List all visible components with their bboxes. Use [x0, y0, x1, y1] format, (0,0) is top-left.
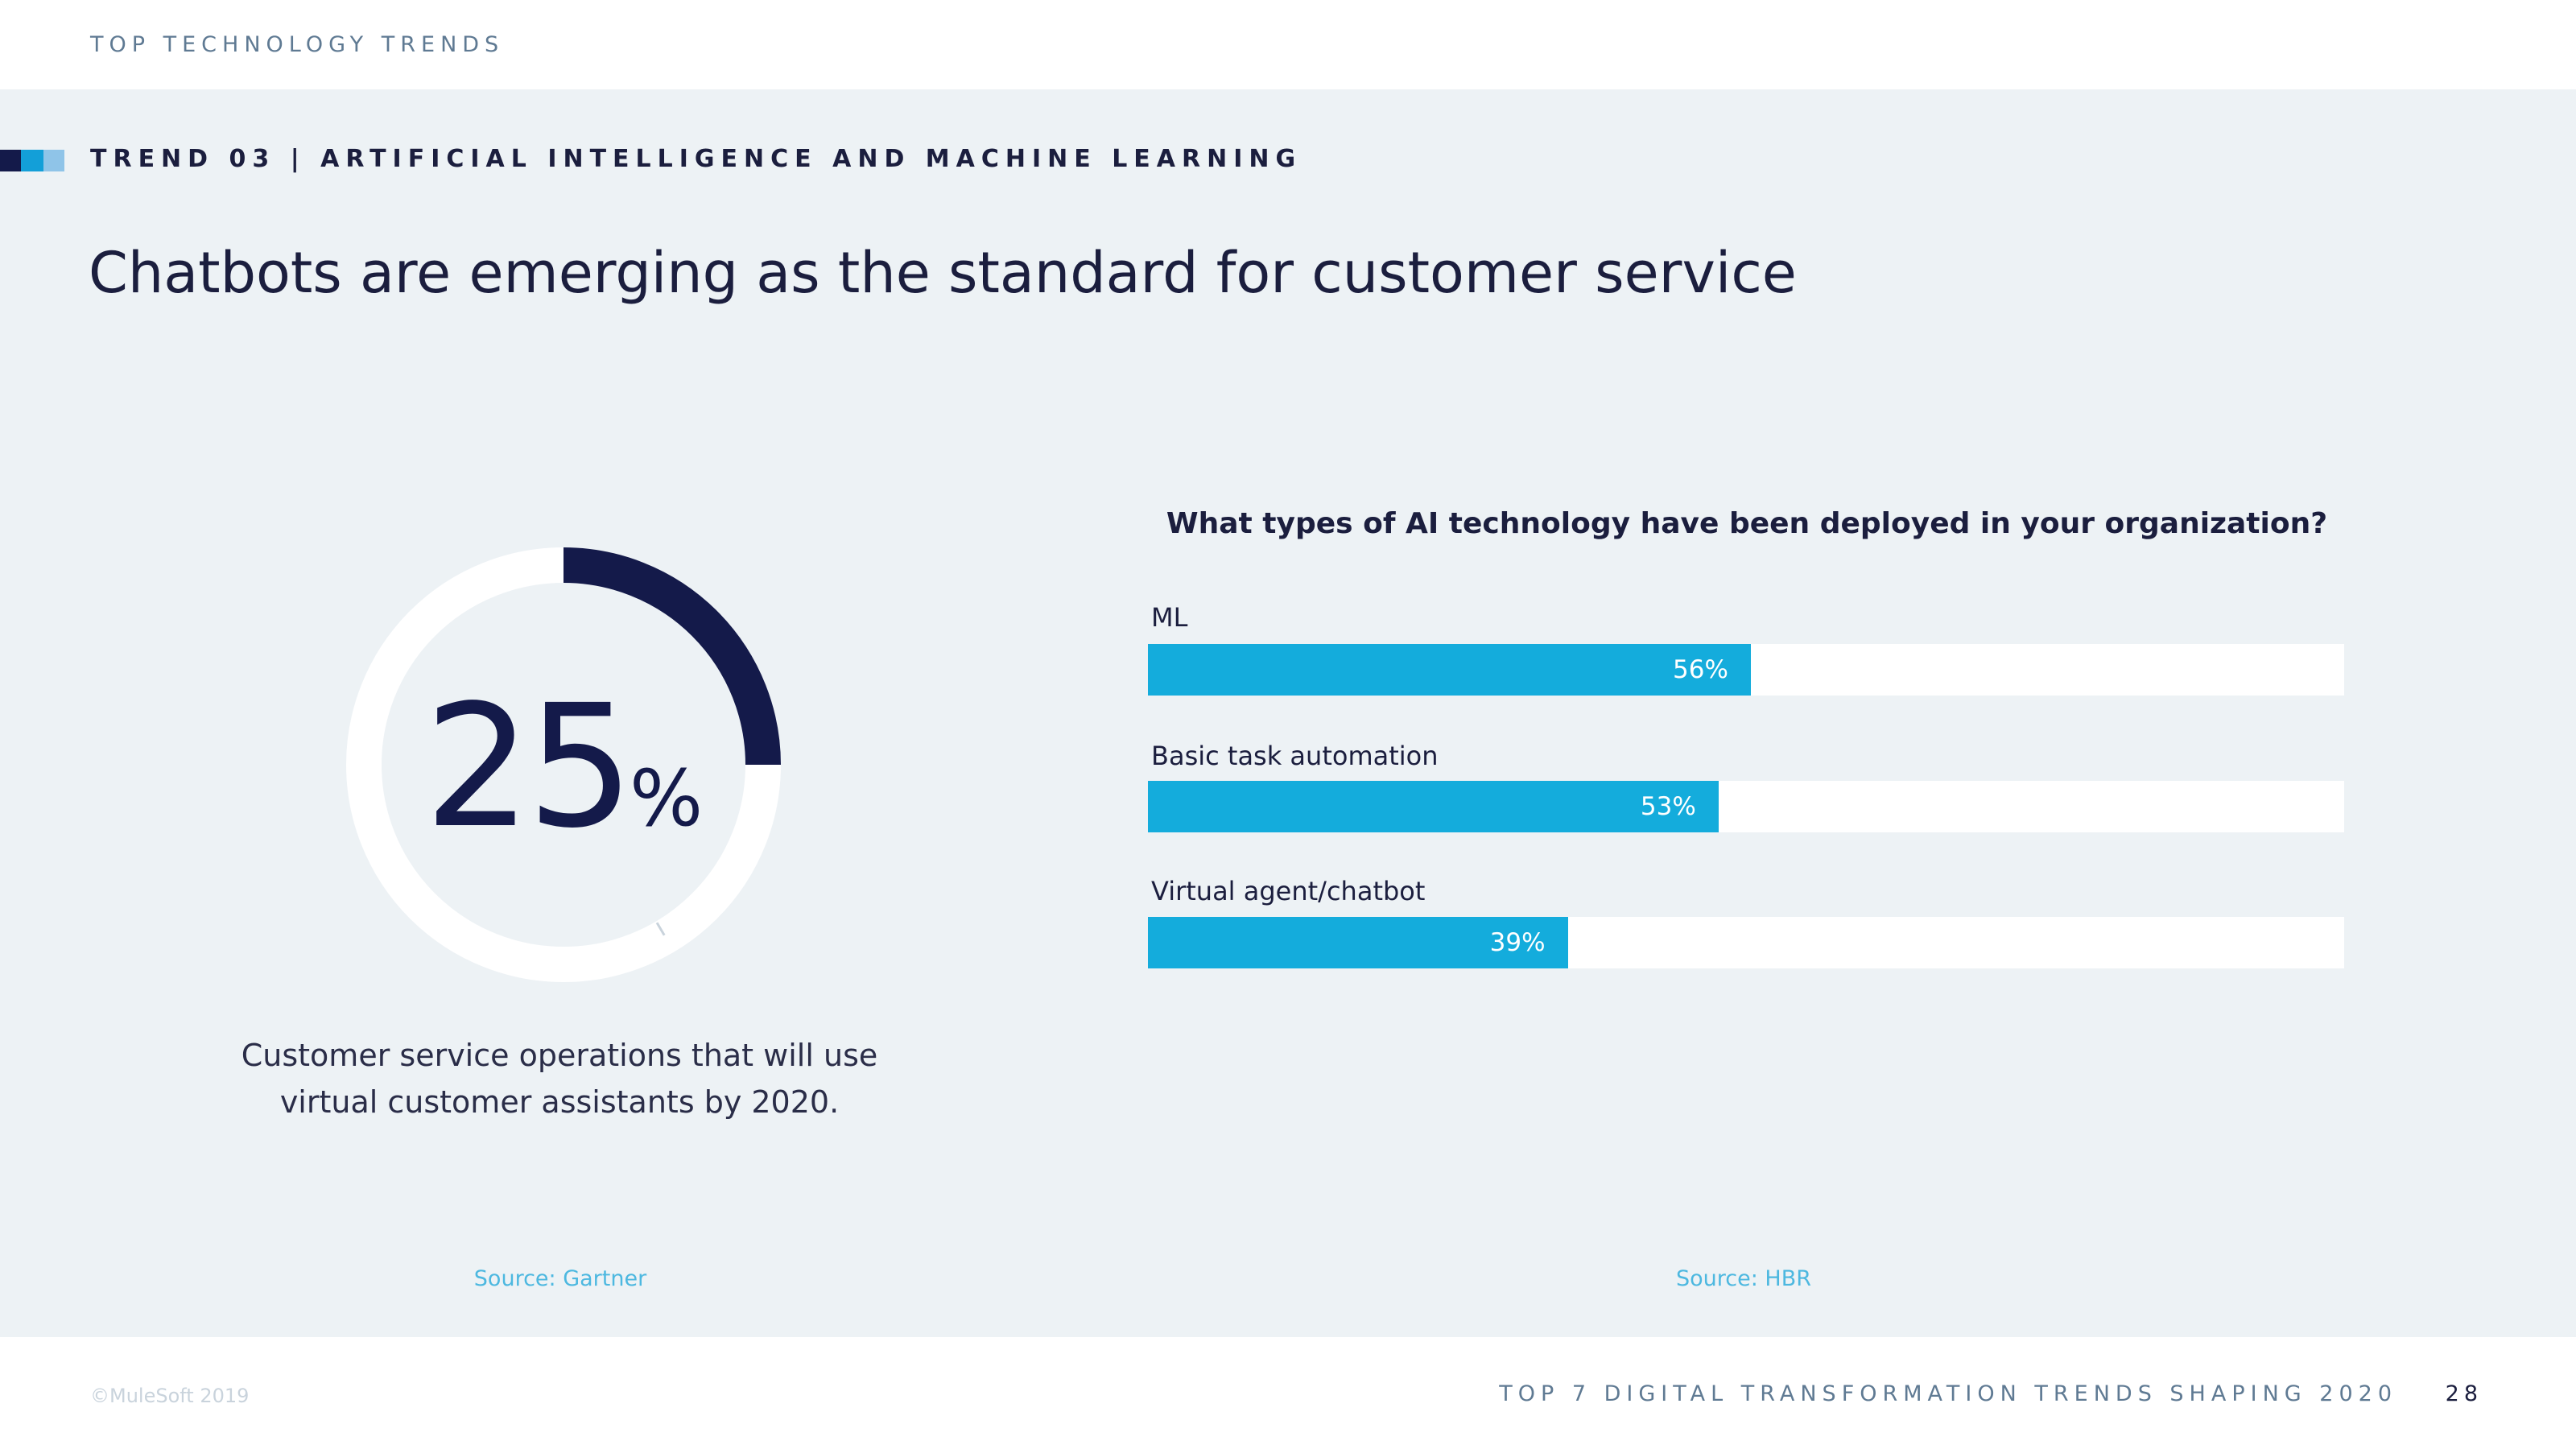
bar: 53%: [1148, 781, 1719, 832]
bar-track: 56%: [1148, 644, 2344, 696]
copyright: ©MuleSoft 2019: [90, 1385, 250, 1407]
donut-caption: Customer service operations that will us…: [225, 1032, 894, 1125]
section-label: TOP TECHNOLOGY TRENDS: [90, 32, 505, 57]
donut-value-number: 25: [423, 668, 634, 865]
donut-value-arc: [563, 547, 781, 766]
donut-value-unit: %: [630, 753, 704, 844]
accent-squares: [0, 150, 64, 171]
accent-square-blue: [21, 150, 43, 171]
bar-track: 39%: [1148, 917, 2344, 968]
donut-chart: [346, 547, 781, 982]
donut-caption-line: Customer service operations that will us…: [241, 1038, 878, 1073]
top-band: [0, 0, 2576, 89]
bar-label: ML: [1151, 602, 1188, 633]
bar-value-label: 39%: [1489, 928, 1546, 957]
main-panel: [0, 89, 2576, 1337]
page-title: Chatbots are emerging as the standard fo…: [89, 240, 1797, 306]
accent-square-light-blue: [43, 150, 64, 171]
donut-caption-line: virtual customer assistants by 2020.: [279, 1084, 840, 1120]
trend-label: TREND 03 | ARTIFICIAL INTELLIGENCE AND M…: [90, 145, 1302, 173]
source-gartner: Source: Gartner: [473, 1266, 647, 1291]
bar-label: Virtual agent/chatbot: [1151, 876, 1426, 906]
footer-title: TOP 7 DIGITAL TRANSFORMATION TRENDS SHAP…: [1499, 1381, 2397, 1406]
bar-value-label: 53%: [1640, 792, 1696, 821]
page-number: 28: [2445, 1381, 2483, 1406]
bar-value-label: 56%: [1673, 655, 1728, 684]
bar: 56%: [1148, 644, 1751, 696]
bar-label: Basic task automation: [1151, 741, 1439, 771]
bar-chart-title: What types of AI technology have been de…: [1166, 507, 2328, 540]
donut-value: 25%: [346, 668, 781, 865]
bar-track: 53%: [1148, 781, 2344, 832]
accent-square-navy: [0, 150, 21, 171]
source-hbr: Source: HBR: [1676, 1266, 1811, 1291]
bar: 39%: [1148, 917, 1568, 968]
donut-marker-tick: [655, 922, 666, 936]
